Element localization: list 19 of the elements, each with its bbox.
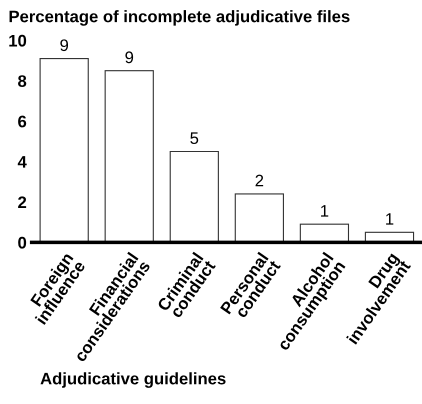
data-label: 1 [321, 205, 328, 217]
y-tick-label: 8 [18, 75, 26, 88]
data-label: 9 [60, 39, 68, 52]
bar [170, 150, 219, 242]
bar [234, 193, 284, 242]
y-tick-label: 6 [18, 116, 26, 128]
bar [104, 70, 154, 242]
y-tick-label: 4 [18, 156, 27, 168]
x-axis-title: Adjudicative guidelines [40, 372, 226, 388]
data-label: 1 [386, 213, 394, 225]
bar [40, 58, 89, 242]
y-tick-label: 10 [9, 34, 26, 47]
data-label: 9 [125, 51, 134, 64]
y-tick-label: 0 [18, 236, 26, 249]
y-tick-label: 2 [18, 196, 26, 208]
bar [300, 224, 350, 242]
chart-title: Percentage of incomplete adjudicative files [10, 10, 350, 26]
data-label: 2 [256, 174, 264, 186]
data-label: 5 [190, 132, 198, 144]
